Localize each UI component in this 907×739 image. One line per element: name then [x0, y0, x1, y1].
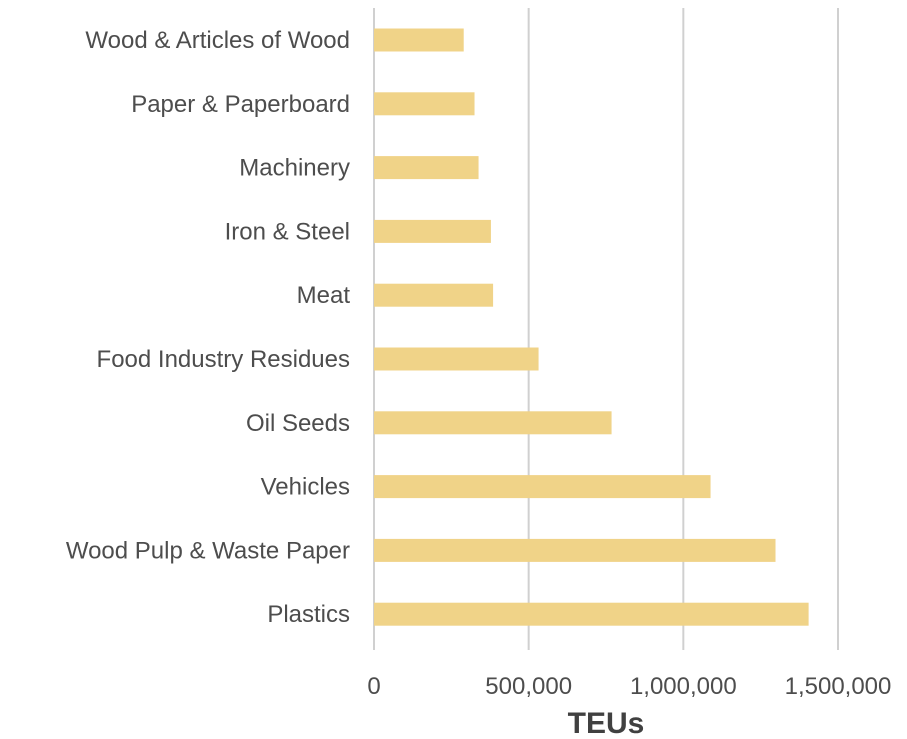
- bar-3: [374, 219, 491, 243]
- bar-0: [374, 28, 464, 52]
- category-label-1: Paper & Paperboard: [131, 91, 350, 118]
- bars: [374, 28, 809, 626]
- category-label-3: Iron & Steel: [225, 218, 350, 245]
- category-label-7: Vehicles: [261, 474, 350, 501]
- category-label-9: Plastics: [267, 601, 350, 628]
- category-labels: Wood & Articles of Wood Paper & Paperboar…: [66, 27, 350, 628]
- bar-2: [374, 156, 479, 180]
- category-label-5: Food Industry Residues: [97, 346, 350, 373]
- bar-6: [374, 411, 612, 435]
- bar-9: [374, 602, 809, 626]
- x-tick-label-2: 1,000,000: [630, 673, 737, 700]
- category-label-0: Wood & Articles of Wood: [85, 27, 350, 54]
- category-label-6: Oil Seeds: [246, 410, 350, 437]
- x-tick-label-1: 500,000: [485, 673, 572, 700]
- category-label-2: Machinery: [239, 155, 350, 182]
- category-label-8: Wood Pulp & Waste Paper: [66, 537, 350, 564]
- bar-5: [374, 347, 539, 371]
- bar-8: [374, 538, 776, 562]
- x-tick-label-0: 0: [367, 673, 380, 700]
- x-tick-label-3: 1,500,000: [785, 673, 892, 700]
- bar-4: [374, 283, 494, 307]
- category-label-4: Meat: [297, 282, 351, 309]
- x-tick-labels: 0 500,000 1,000,000 1,500,000: [367, 673, 891, 700]
- bar-1: [374, 92, 475, 116]
- x-axis-title: TEUs: [568, 707, 645, 739]
- bar-7: [374, 475, 711, 499]
